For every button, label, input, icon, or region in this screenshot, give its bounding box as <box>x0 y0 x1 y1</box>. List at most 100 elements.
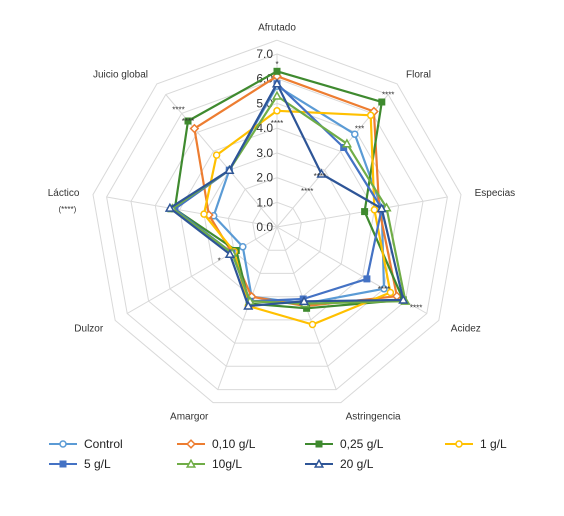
legend-marker <box>185 459 197 468</box>
radial-tick-label: 4.0 <box>256 121 273 135</box>
significance-mark: **** <box>271 119 283 128</box>
axis-label-dulzor: Dulzor <box>74 323 104 334</box>
significance-mark: **** <box>172 106 184 115</box>
significance-mark: **** <box>314 172 326 181</box>
legend-item-control: Control <box>48 435 176 453</box>
legend-swatch <box>49 460 77 468</box>
legend-marker <box>186 439 196 449</box>
data-point <box>224 248 235 258</box>
grid-ring-outer <box>92 39 462 404</box>
legend-marker <box>59 440 67 448</box>
significance-mark: * <box>275 60 278 69</box>
data-point <box>308 320 317 329</box>
data-point <box>386 288 395 297</box>
radial-tick-label: 3.0 <box>256 146 273 160</box>
data-point <box>316 168 327 178</box>
data-point <box>376 203 387 213</box>
significance-mark: * <box>218 256 221 265</box>
grid-ring <box>227 177 327 274</box>
data-point <box>361 208 369 216</box>
legend-swatch <box>305 440 333 448</box>
legend-marker <box>455 440 463 448</box>
legend-marker <box>315 440 323 448</box>
data-point <box>164 202 175 212</box>
data-point <box>224 164 235 174</box>
legend-item-5-g-l: 5 g/L <box>48 455 176 473</box>
chart-legend: Control 0,10 g/L 0,25 g/L 1 g/L 5 g/L 10g/L 20… <box>48 435 518 473</box>
axis-label-acidez: Acidez <box>451 323 481 334</box>
legend-label: 5 g/L <box>84 457 111 471</box>
axis-label-astringencia: Astringencia <box>346 412 401 423</box>
data-point <box>271 78 283 88</box>
series-20-g-l <box>164 78 409 310</box>
axis-label-especias: Especias <box>475 188 516 199</box>
significance-mark: **** <box>410 303 422 312</box>
grid-ring <box>203 152 351 298</box>
legend-item-10g-l: 10g/L <box>176 455 304 473</box>
radial-tick-label: 2.0 <box>256 171 273 185</box>
grid-ring <box>106 53 448 391</box>
legend-swatch <box>49 440 77 448</box>
radial-tick-label: 0.0 <box>256 220 273 234</box>
significance-mark: **** <box>378 285 390 294</box>
legend-label: 1 g/L <box>480 437 507 451</box>
legend-item-20-g-l: 20 g/L <box>304 455 444 473</box>
data-point <box>212 151 221 159</box>
grid-spoke <box>165 94 278 228</box>
series-line <box>168 82 405 308</box>
axis-sublabel-lactico: (****) <box>59 205 77 214</box>
data-point <box>273 107 281 115</box>
legend-swatch <box>305 459 333 468</box>
grid-ring <box>252 201 302 251</box>
data-point <box>189 123 200 134</box>
legend-swatch <box>177 459 205 468</box>
legend-label: Control <box>84 437 123 451</box>
series-line <box>193 75 398 308</box>
legend-marker <box>313 459 325 468</box>
data-point <box>370 206 379 214</box>
axis-label-amargor: Amargor <box>170 412 209 423</box>
legend-swatch <box>445 440 473 448</box>
data-point <box>398 294 409 304</box>
data-point <box>271 90 283 100</box>
data-point <box>351 130 359 138</box>
legend-swatch <box>177 439 205 449</box>
axis-label-afrutado: Afrutado <box>258 22 296 33</box>
legend-label: 0,25 g/L <box>340 437 384 451</box>
radar-series <box>164 67 411 329</box>
series-1-g-l <box>200 107 395 329</box>
axis-label-juicio-global: Juicio global <box>93 69 148 80</box>
data-point <box>273 67 281 75</box>
legend-label: 10g/L <box>212 457 243 471</box>
significance-mark: *** <box>355 125 364 134</box>
significance-mark: **** <box>382 91 394 100</box>
axis-label-lactico: Láctico <box>48 188 80 199</box>
axis-label-floral: Floral <box>406 69 431 80</box>
data-point <box>380 285 388 293</box>
legend-label: 20 g/L <box>340 457 374 471</box>
significance-annotations: ************************************* <box>172 60 422 312</box>
data-point <box>200 210 208 218</box>
significance-mark: **** <box>182 117 194 126</box>
data-point <box>378 98 386 106</box>
grid-spoke <box>106 196 278 228</box>
data-point <box>341 138 352 148</box>
data-point <box>239 243 247 251</box>
data-point <box>366 111 375 120</box>
radial-tick-label: 7.0 <box>256 47 273 61</box>
data-point <box>363 275 371 283</box>
grid-ring <box>179 127 375 321</box>
legend-marker <box>59 460 67 468</box>
axis-labels: Afrutado Floral Especias Acidez Astringencia… <box>48 22 515 422</box>
data-point <box>243 300 254 310</box>
grid-ring <box>130 78 424 367</box>
legend-label: 0,10 g/L <box>212 437 256 451</box>
grid-spoke <box>126 226 278 314</box>
legend-item-0-25-g-l: 0,25 g/L <box>304 435 444 453</box>
significance-mark: **** <box>301 187 313 196</box>
data-point <box>298 295 310 306</box>
data-point <box>184 117 192 125</box>
legend-item-0-10-g-l: 0,10 g/L <box>176 435 304 453</box>
legend-item-1-g-l: 1 g/L <box>444 435 524 453</box>
